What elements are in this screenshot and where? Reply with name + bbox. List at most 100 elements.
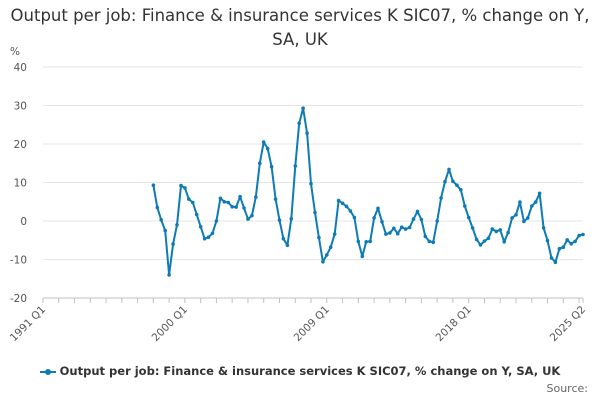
data-point (155, 205, 160, 210)
data-point (466, 215, 471, 220)
data-point (261, 140, 266, 144)
data-point (526, 216, 530, 220)
data-point (533, 200, 538, 204)
data-point (451, 179, 455, 184)
data-point (494, 229, 499, 234)
data-point (344, 204, 349, 209)
data-point (482, 239, 487, 243)
data-point (455, 183, 459, 187)
data-point (478, 243, 483, 247)
data-point (313, 210, 317, 215)
data-point (269, 164, 274, 169)
data-point (187, 197, 191, 201)
data-point (163, 228, 167, 233)
data-point (218, 196, 223, 201)
data-point (522, 219, 526, 224)
data-point (289, 216, 294, 221)
data-point (254, 195, 258, 199)
data-point (541, 226, 546, 230)
data-point (210, 231, 215, 236)
data-point (376, 206, 380, 211)
y-tick-label: 20 (14, 139, 27, 151)
data-point (348, 209, 353, 213)
data-point (360, 254, 365, 259)
data-point (419, 217, 424, 222)
data-point (230, 205, 234, 209)
data-point (498, 228, 503, 232)
data-point (352, 215, 357, 220)
data-point (167, 273, 171, 277)
data-point (191, 200, 195, 205)
data-point (194, 212, 199, 217)
data-point (265, 146, 270, 151)
data-point (159, 218, 163, 222)
data-point (242, 206, 246, 210)
x-tick-label: 1991 Q1 (8, 304, 48, 344)
data-point (258, 161, 262, 166)
data-point (250, 213, 254, 218)
data-point (537, 191, 542, 196)
data-point (372, 216, 376, 220)
data-point (297, 121, 302, 125)
data-point (293, 164, 298, 168)
data-point (277, 218, 282, 222)
data-point (175, 223, 179, 227)
data-point (490, 227, 495, 231)
data-point (384, 232, 388, 236)
data-point (238, 194, 242, 199)
data-point (407, 225, 412, 230)
data-point (356, 239, 361, 244)
data-point (364, 240, 369, 244)
y-tick-label: 10 (14, 178, 27, 190)
data-point (214, 219, 219, 223)
data-point (246, 217, 250, 221)
data-point (285, 243, 290, 248)
data-point (447, 167, 451, 172)
data-point (206, 235, 211, 239)
legend[interactable]: Output per job: Finance & insurance serv… (0, 364, 600, 378)
data-point (198, 225, 203, 229)
data-point (439, 196, 443, 200)
source-credit[interactable]: Source: (546, 382, 589, 395)
data-point (226, 200, 231, 205)
data-point (502, 240, 507, 244)
x-tick-label: 2018 Q1 (433, 304, 473, 344)
data-point (518, 200, 522, 204)
data-point (459, 188, 463, 192)
data-point (415, 209, 420, 214)
data-point (431, 240, 436, 244)
data-point (340, 201, 345, 206)
data-point (565, 238, 569, 242)
data-point (336, 198, 341, 203)
data-point (325, 253, 329, 257)
series-layer[interactable] (151, 106, 585, 277)
data-point (281, 236, 286, 241)
data-point (317, 235, 321, 240)
data-point (309, 181, 313, 186)
data-point (510, 216, 514, 220)
data-point (403, 227, 408, 231)
x-tick-label: 2025 Q2 (548, 304, 588, 344)
data-point (530, 204, 534, 208)
data-point (273, 197, 278, 201)
data-point (368, 239, 373, 244)
data-point (301, 106, 305, 110)
data-point (581, 232, 585, 237)
data-point (435, 219, 440, 223)
data-point (202, 236, 207, 241)
data-point (395, 231, 400, 236)
data-point (557, 246, 562, 251)
data-point (569, 241, 573, 246)
data-point (474, 237, 479, 242)
data-point (171, 242, 175, 246)
data-point (549, 256, 554, 260)
y-axis-unit-label: % (10, 46, 20, 58)
data-point (332, 232, 337, 236)
data-point (561, 245, 566, 249)
y-tick-label: 0 (20, 216, 27, 228)
data-point (427, 239, 432, 244)
data-point (321, 260, 325, 264)
data-point (545, 238, 550, 243)
data-point (151, 183, 156, 187)
data-point (514, 213, 518, 217)
